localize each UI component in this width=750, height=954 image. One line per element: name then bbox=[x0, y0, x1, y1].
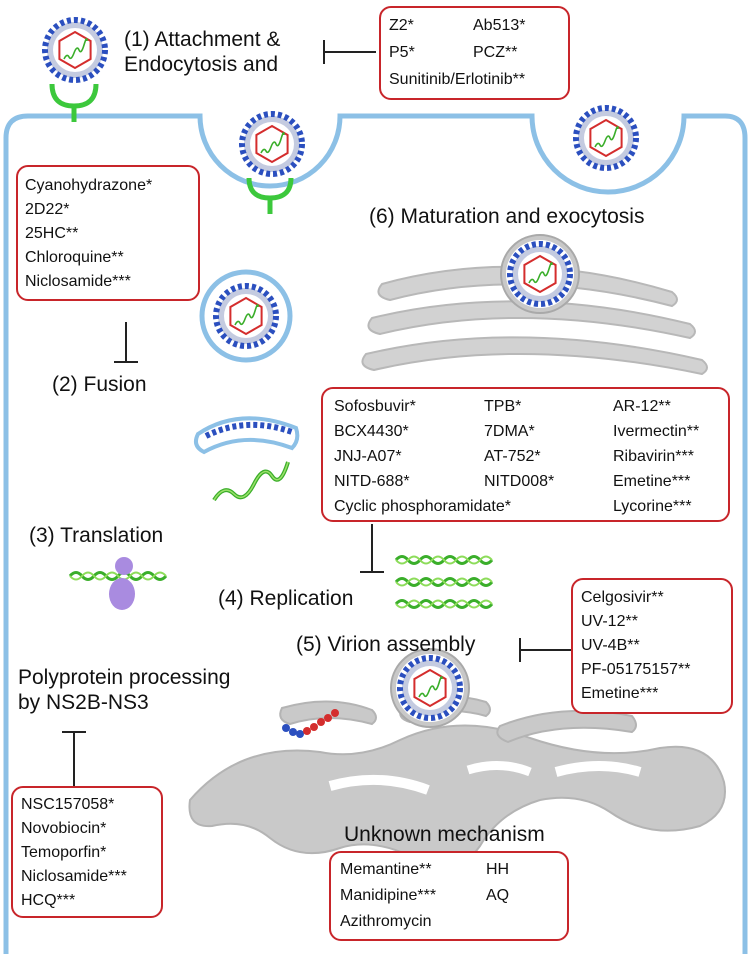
drug-item: PCZ** bbox=[473, 44, 518, 61]
drug-item: HCQ*** bbox=[21, 892, 76, 909]
exocytosing-virion bbox=[572, 104, 640, 172]
drug-item: Emetine*** bbox=[613, 473, 691, 490]
stage-attachment-line2: Endocytosis and bbox=[124, 53, 279, 77]
er-polyprotein bbox=[282, 709, 339, 738]
stage-fusion-label: (2) Fusion bbox=[52, 373, 147, 396]
stage-attachment-line1: (1) Attachment & bbox=[124, 28, 281, 51]
stage-polyprotein-line2: by NS2B-NS3 bbox=[18, 691, 149, 715]
endoplasmic-reticulum bbox=[188, 695, 726, 867]
drug-item: NITD008* bbox=[484, 473, 555, 490]
assembly-drug-box: Celgosivir** UV-12** UV-4B** PF-05175157… bbox=[571, 578, 733, 714]
drug-item: UV-12** bbox=[581, 613, 638, 630]
drug-item: 25HC** bbox=[25, 225, 79, 242]
drug-item: UV-4B** bbox=[581, 637, 640, 654]
drug-item: Emetine*** bbox=[581, 685, 659, 702]
drug-item: JNJ-A07* bbox=[334, 448, 402, 465]
drug-item: HH bbox=[486, 861, 510, 878]
stage-replication-label: (4) Replication bbox=[218, 587, 354, 610]
uncoating-vesicle bbox=[194, 416, 300, 502]
inhibition-arrows bbox=[62, 40, 572, 788]
drug-item: Ab513* bbox=[473, 17, 526, 34]
translating-ribosome bbox=[68, 557, 168, 610]
drug-item: Niclosamide*** bbox=[21, 868, 127, 885]
drug-item: Sofosbuvir* bbox=[334, 398, 416, 415]
drug-item: P5* bbox=[389, 44, 415, 61]
drug-item: Ivermectin** bbox=[613, 423, 700, 440]
golgi-virion bbox=[501, 235, 579, 313]
drug-item: Niclosamide*** bbox=[25, 273, 131, 290]
endosome bbox=[199, 269, 293, 363]
polyprotein-drug-box: NSC157058* Novobiocin* Temoporfin* Niclo… bbox=[11, 786, 163, 918]
drug-item: 2D22* bbox=[25, 201, 70, 218]
drug-item: NSC157058* bbox=[21, 796, 115, 813]
drug-item: Ribavirin*** bbox=[613, 448, 694, 465]
drug-item: Memantine** bbox=[340, 861, 432, 878]
drug-item: Cyclic phosphoramidate* bbox=[334, 498, 511, 515]
drug-item: Novobiocin* bbox=[21, 820, 107, 837]
stage-unknown-label: Unknown mechanism bbox=[344, 823, 545, 846]
drug-item: Manidipine*** bbox=[340, 887, 437, 904]
attachment-drug-box: Z2* Ab513* P5* PCZ** Sunitinib/Erlotinib… bbox=[379, 6, 570, 100]
er-virion bbox=[391, 649, 469, 727]
drug-item: AR-12** bbox=[613, 398, 671, 415]
drug-item: Lycorine*** bbox=[613, 498, 692, 515]
drug-item: AT-752* bbox=[484, 448, 541, 465]
golgi-apparatus bbox=[361, 265, 708, 376]
drug-item: 7DMA* bbox=[484, 423, 535, 440]
fusion-drug-box: Cyanohydrazone* 2D22* 25HC** Chloroquine… bbox=[16, 165, 200, 301]
stage-attachment-label: (1) Attachment & Endocytosis and bbox=[124, 27, 280, 77]
drug-item: Z2* bbox=[389, 17, 414, 34]
replicated-rna bbox=[394, 555, 494, 609]
stage-translation-label: (3) Translation bbox=[29, 524, 164, 547]
extracellular-virion bbox=[41, 16, 109, 122]
drug-item: Sunitinib/Erlotinib** bbox=[389, 71, 526, 88]
replication-drug-box: Sofosbuvir* TPB* AR-12** BCX4430* 7DMA* … bbox=[321, 387, 730, 522]
stage-polyprotein-label: Polyprotein processing by NS2B-NS3 bbox=[18, 665, 230, 715]
stage-maturation-label: (6) Maturation and exocytosis bbox=[369, 205, 645, 228]
drug-item: Chloroquine** bbox=[25, 249, 124, 266]
drug-item: BCX4430* bbox=[334, 423, 409, 440]
drug-item: Azithromycin bbox=[340, 913, 432, 930]
drug-item: Celgosivir** bbox=[581, 589, 664, 606]
stage-assembly-label: (5) Virion assembly bbox=[296, 633, 476, 656]
drug-item: AQ bbox=[486, 887, 510, 904]
stage-polyprotein-line1: Polyprotein processing bbox=[18, 666, 231, 689]
drug-item: TPB* bbox=[484, 398, 522, 415]
endocytosing-virion bbox=[238, 110, 306, 214]
cell-membrane bbox=[3, 113, 748, 954]
drug-item: Cyanohydrazone* bbox=[25, 177, 153, 194]
drug-item: NITD-688* bbox=[334, 473, 410, 490]
drug-item: Temoporfin* bbox=[21, 844, 107, 861]
drug-item: PF-05175157** bbox=[581, 661, 691, 678]
unknown-drug-box: Memantine** HH Manidipine*** AQ Azithrom… bbox=[329, 851, 569, 941]
